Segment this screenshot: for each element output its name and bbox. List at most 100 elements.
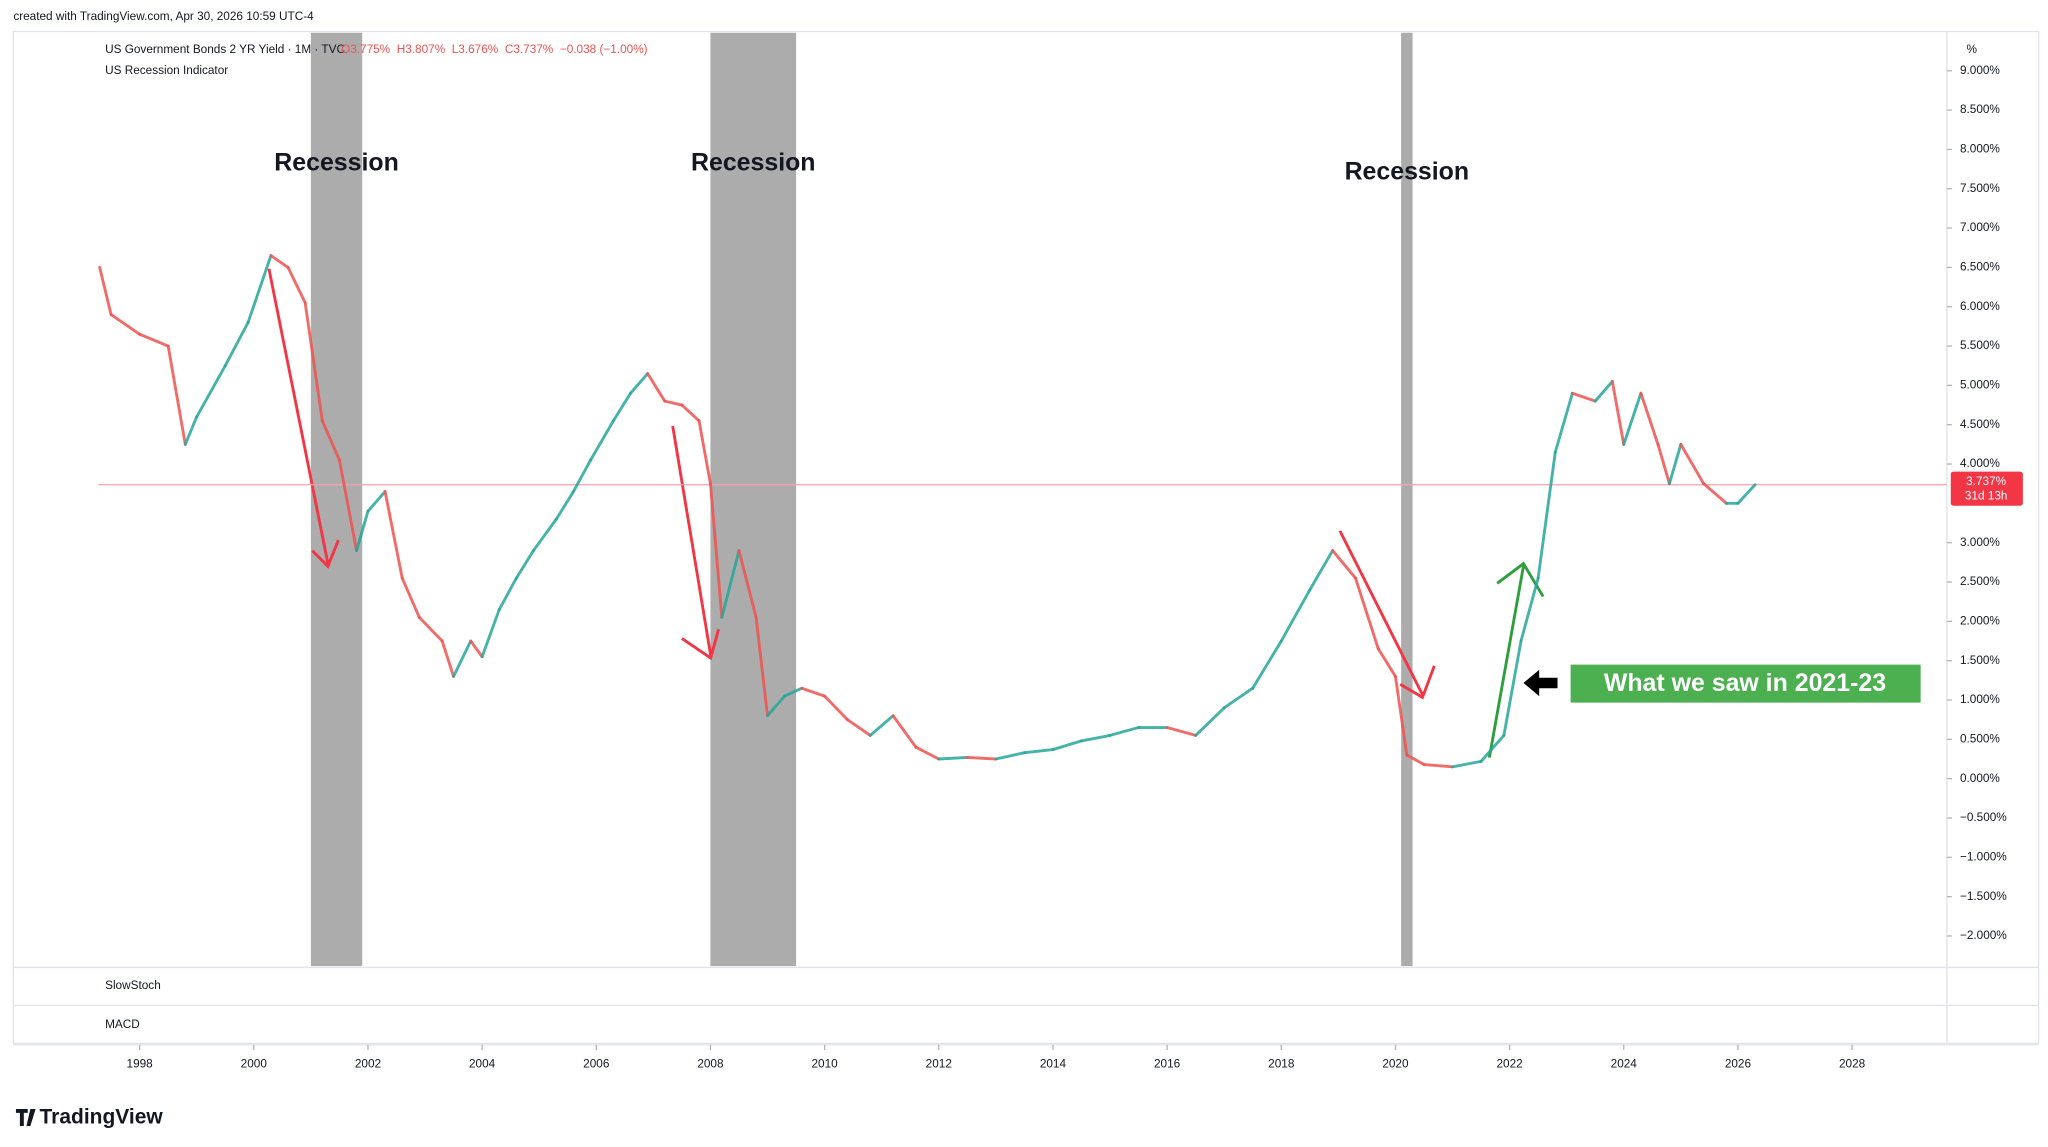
last-price-box: [1950, 471, 2023, 506]
y-tick-label: 1.000%: [1960, 693, 2000, 706]
attribution: created with TradingView.com, Apr 30, 20…: [13, 10, 314, 23]
price-segment: [1354, 576, 1380, 651]
price-segment: [1593, 380, 1614, 403]
y-tick-label: 4.500%: [1960, 418, 2000, 431]
price-segment: [480, 608, 501, 659]
price-segment: [366, 490, 387, 513]
price-segment: [646, 372, 667, 403]
price-segment: [1376, 647, 1397, 678]
last-price-label: 3.737%: [1966, 475, 2006, 488]
price-segment: [697, 419, 712, 486]
recession-label: Recession: [1345, 158, 1470, 186]
x-tick-label: 2016: [1154, 1058, 1181, 1071]
price-segment: [183, 415, 199, 446]
recession-label: Recession: [691, 148, 816, 176]
price-segment: [286, 265, 307, 305]
y-tick-label: 2.500%: [1960, 575, 2000, 588]
y-tick-label: 6.500%: [1960, 261, 2000, 274]
price-segment: [1108, 726, 1141, 737]
y-tick-label: −1.500%: [1960, 890, 2007, 903]
legend-value: −0.038 (−1.00%): [560, 43, 648, 56]
price-segment: [1622, 391, 1643, 446]
recession-band: [1401, 32, 1413, 967]
brand: TradingView: [40, 1106, 164, 1129]
price-segment: [680, 403, 701, 423]
price-segment: [337, 458, 358, 553]
price-segment: [303, 301, 324, 423]
price-segment: [1736, 483, 1757, 505]
legend-value: H3.807%: [397, 43, 446, 56]
price-segment: [166, 344, 187, 446]
annotation-box: [1570, 664, 1921, 703]
price-segment: [400, 576, 421, 619]
brand-logo: TradingView: [15, 1106, 164, 1129]
pointer-arrow: [1523, 669, 1558, 697]
y-tick-label: 8.500%: [1960, 103, 2000, 116]
price-segment: [783, 686, 804, 698]
x-tick-label: 2014: [1040, 1058, 1067, 1071]
price-segment: [629, 372, 650, 395]
price-segment: [1393, 674, 1409, 757]
price-segment: [1610, 380, 1626, 446]
x-tick-label: 2022: [1496, 1058, 1522, 1071]
price-segment: [965, 755, 998, 761]
price-segment: [1570, 391, 1597, 403]
legend-value: L3.676%: [452, 43, 499, 56]
y-tick-label: 1.500%: [1960, 654, 2000, 667]
price-segment: [1679, 442, 1706, 486]
price-segment: [1639, 391, 1660, 446]
price-segment: [1165, 726, 1198, 737]
price-segment: [663, 399, 684, 407]
price-segment: [1308, 549, 1335, 592]
x-tick-label: 2024: [1611, 1058, 1638, 1071]
legend-value: C3.737%: [505, 43, 554, 56]
y-tick-label: 5.000%: [1960, 378, 2000, 391]
price-segment: [1251, 639, 1283, 690]
y-tick-label: 0.500%: [1960, 732, 2000, 745]
price-segment: [737, 549, 758, 619]
price-segment: [109, 313, 142, 336]
axis-unit: %: [1967, 43, 1978, 56]
price-segment: [868, 714, 895, 737]
x-tick-label: 2012: [926, 1058, 952, 1071]
price-segment: [1080, 733, 1112, 743]
y-tick-label: −0.500%: [1960, 811, 2007, 824]
price-segment: [1022, 748, 1055, 755]
price-segment: [937, 755, 969, 761]
price-segment: [98, 265, 113, 317]
price-segment: [1536, 450, 1557, 580]
y-tick-label: 3.000%: [1960, 536, 2000, 549]
price-segment: [1331, 549, 1357, 580]
down-arrow: [671, 425, 720, 661]
recession-band: [710, 32, 797, 967]
x-tick-label: 2026: [1725, 1058, 1752, 1071]
x-tick-label: 2010: [812, 1058, 839, 1071]
annotation: What we saw in 2021-23: [1604, 669, 1886, 697]
pane-title: SlowStoch: [105, 979, 161, 992]
price-segment: [1479, 733, 1506, 763]
x-tick-label: 2018: [1268, 1058, 1295, 1071]
price-segment: [891, 714, 918, 749]
price-segment: [720, 549, 741, 619]
price-segment: [223, 321, 250, 368]
x-tick-label: 2028: [1839, 1058, 1866, 1071]
price-segment: [138, 332, 170, 348]
legend-value: O3.775%: [341, 43, 391, 56]
price-segment: [469, 639, 484, 659]
price-segment: [1553, 391, 1574, 454]
price-segment: [554, 490, 575, 521]
x-tick-label: 2008: [697, 1058, 724, 1071]
price-segment: [1222, 686, 1255, 710]
y-tick-label: 7.000%: [1960, 221, 2000, 234]
y-tick-label: 8.000%: [1960, 143, 2000, 156]
x-tick-label: 2004: [469, 1058, 496, 1071]
last-price-timer: 31d 13h: [1965, 490, 2008, 503]
price-segment: [383, 490, 404, 580]
y-tick-label: −1.000%: [1960, 850, 2007, 863]
price-segment: [611, 391, 632, 423]
y-tick-label: 4.000%: [1960, 457, 2000, 470]
price-segment: [766, 694, 787, 718]
price-segment: [846, 718, 872, 737]
logo-mark: [15, 1108, 36, 1127]
